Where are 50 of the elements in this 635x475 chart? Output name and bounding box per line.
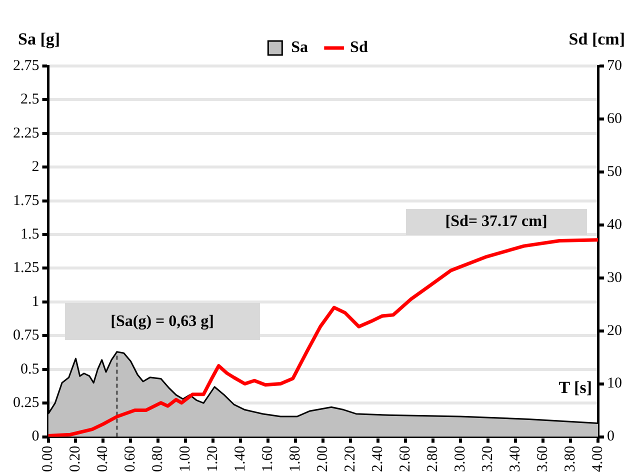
note-box: [Sd= 37.17 cm]	[406, 209, 587, 236]
y-tick-label: 1.75	[13, 192, 40, 209]
x-tick-label: 0.20	[68, 446, 84, 472]
x-tick-label: 3.80	[562, 446, 578, 472]
x-tick-label: 3.20	[480, 446, 496, 472]
x-tick-label: 2.60	[398, 446, 414, 472]
y-tick-label: 2.75	[13, 58, 40, 74]
y2-tick-label: 0	[607, 428, 614, 445]
y2-tick-label: 70	[607, 58, 622, 74]
y2-tick-label: 20	[607, 322, 622, 339]
y2-tick-label: 60	[607, 110, 622, 127]
y-tick-label: 0.5	[20, 361, 40, 378]
x-tick-label: 2.40	[370, 446, 386, 472]
x-tick-label: 1.20	[205, 446, 222, 472]
x-tick-label: 3.40	[507, 446, 524, 472]
x-tick-label: 1.60	[260, 446, 276, 472]
x-tick-label: 0.60	[122, 446, 139, 472]
x-tick-label: 1.40	[232, 446, 249, 472]
y2-tick-label: 10	[607, 376, 622, 392]
x-tick-label: 3.60	[534, 446, 551, 472]
annotation: [Sd= 37.17 cm]	[445, 213, 548, 232]
y-axis-title: Sa [g]	[18, 29, 60, 48]
annotation: [Sa(g) = 0,63 g]	[110, 312, 214, 331]
y-tick-label: 1.5	[20, 226, 40, 242]
x-tick-label: 0.00	[40, 446, 56, 472]
y-tick-label: 1.25	[13, 260, 40, 276]
x-tick-label: 4.00	[590, 446, 606, 472]
legend-label: Sa	[291, 39, 308, 56]
y2-tick-label: 40	[607, 216, 622, 233]
x-axis-title: T [s]	[558, 378, 592, 398]
legend-label: Sd	[350, 39, 368, 56]
x-tick-label: 2.80	[425, 446, 442, 472]
y-tick-label: 1	[32, 294, 40, 310]
y2-axis-title: Sd [cm]	[568, 29, 625, 48]
x-tick-label: 0.40	[95, 446, 112, 472]
y-tick-label: 2	[32, 159, 40, 176]
y-tick-label: 2.5	[20, 92, 40, 108]
x-tick-label: 2.20	[342, 446, 359, 472]
y2-tick-label: 50	[607, 164, 622, 180]
y-tick-label: 2.25	[13, 125, 40, 142]
y-tick-label: 0	[32, 428, 40, 445]
x-tick-label: 2.00	[315, 446, 332, 472]
x-tick-label: 1.80	[288, 446, 304, 472]
x-tick-label: 0.80	[150, 446, 166, 472]
x-tick-label: 3.00	[452, 446, 468, 472]
y2-tick-label: 30	[607, 270, 622, 286]
y-tick-label: 0.75	[13, 328, 40, 344]
x-tick-label: 1.00	[178, 446, 194, 472]
note-box: [Sa(g) = 0,63 g]	[64, 303, 260, 340]
y-tick-label: 0.25	[13, 394, 40, 411]
